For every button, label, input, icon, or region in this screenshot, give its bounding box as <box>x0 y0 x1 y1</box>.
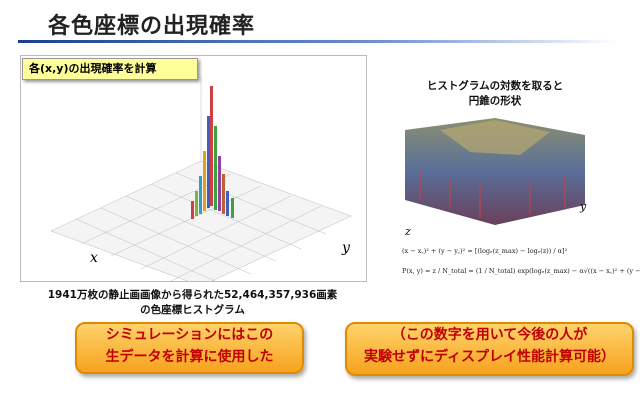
grid <box>75 218 227 287</box>
cone-top <box>440 120 550 155</box>
spike <box>218 156 221 211</box>
spike <box>214 126 217 210</box>
note-line: シミュレーションにはこの <box>105 327 274 343</box>
grid <box>170 205 322 282</box>
grid <box>140 195 292 270</box>
spikes <box>191 86 234 219</box>
y-axis-label: y <box>342 240 350 256</box>
note-box: シミュレーションにはこの 生データを計算に使用した <box>75 322 304 374</box>
spike <box>210 86 213 206</box>
grid <box>110 185 262 257</box>
grid <box>150 183 302 250</box>
slide-title: 各色座標の出現確率 <box>48 14 256 39</box>
floor <box>50 160 352 287</box>
log-histogram-3d <box>405 118 585 225</box>
grid <box>125 195 277 262</box>
spike <box>226 191 229 216</box>
spike <box>203 151 206 211</box>
formula: P(x, y) = z / N_total = (1 / N_total) ex… <box>402 267 640 275</box>
title-rule <box>18 40 618 43</box>
caption-line: 1941万枚の静止画画像から得られた52,464,357,936画素 <box>47 289 338 301</box>
spike <box>195 191 198 216</box>
note-line: 生データを計算に使用した <box>105 349 274 365</box>
y-axis-label: y <box>580 200 587 213</box>
x-axis-label: x <box>90 250 98 266</box>
calc-label: 各(x,y)の出現確率を計算 <box>22 58 198 80</box>
z-axis-label: z <box>405 225 411 238</box>
note-box: （この数字を用いて今後の人が 実験せずにディスプレイ性能計算可能） <box>345 322 634 376</box>
spike <box>191 201 194 219</box>
left-caption: 1941万枚の静止画画像から得られた52,464,357,936画素 の色座標ヒ… <box>20 287 365 317</box>
histogram-3d <box>50 76 352 287</box>
spikes <box>419 170 566 218</box>
caption-line: 円錐の形状 <box>468 95 522 107</box>
spike <box>231 198 234 218</box>
note-line: （この数字を用いて今後の人が <box>391 327 588 343</box>
spike <box>222 174 225 214</box>
log-histogram-image <box>400 110 590 228</box>
right-caption: ヒストグラムの対数を取ると 円錐の形状 <box>395 78 595 108</box>
caption-line: ヒストグラムの対数を取ると <box>426 80 564 92</box>
floor-grid <box>50 76 352 287</box>
spike <box>207 116 210 208</box>
grid <box>100 207 252 275</box>
caption-line: の色座標ヒストグラム <box>140 304 245 316</box>
histogram-image <box>20 55 367 287</box>
spike <box>199 176 202 214</box>
note-line: 実験せずにディスプレイ性能計算可能） <box>363 349 616 365</box>
formula: (x − x꜀)² + (y − y꜀)² = [(logₑ(z_max) − … <box>402 247 568 255</box>
